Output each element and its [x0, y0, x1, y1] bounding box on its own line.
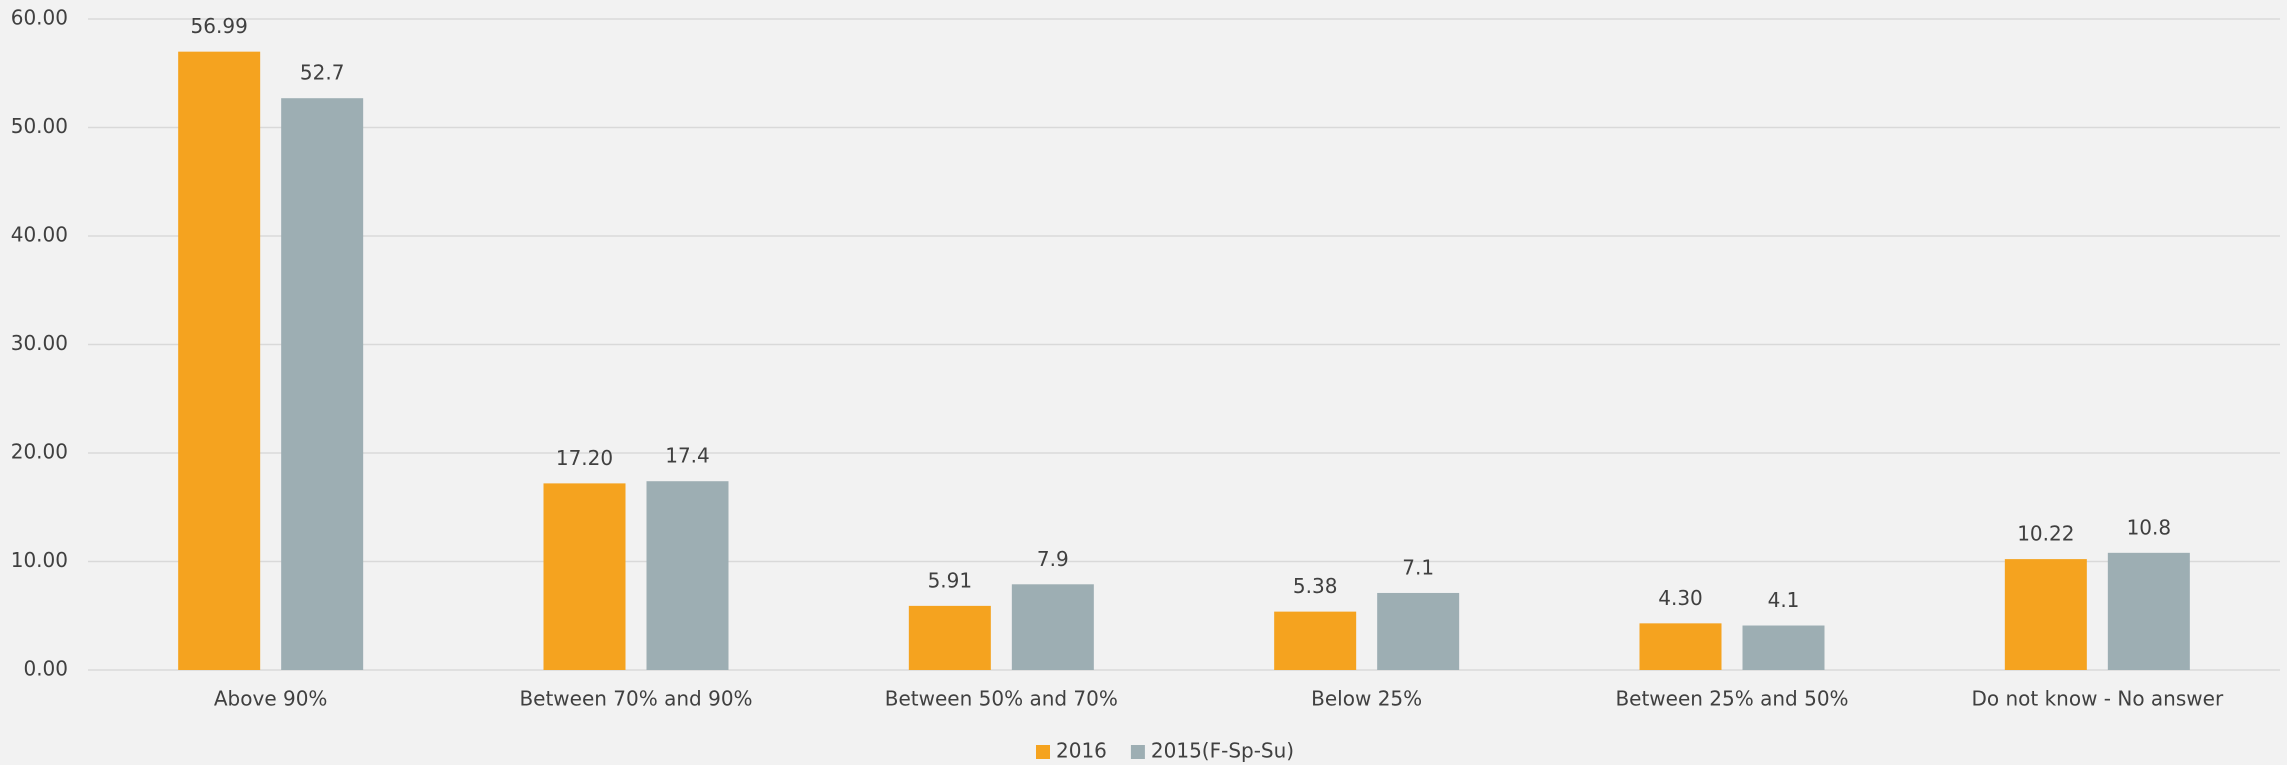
y-tick-label: 40.00	[11, 223, 68, 247]
data-label: 7.1	[1402, 555, 1434, 579]
data-label: 10.8	[2127, 515, 2172, 539]
x-tick-label: Below 25%	[1311, 687, 1422, 711]
bar	[2004, 559, 2087, 670]
x-tick-label: Above 90%	[214, 687, 328, 711]
y-tick-label: 60.00	[11, 6, 68, 30]
data-label: 5.38	[1293, 574, 1338, 598]
bar	[543, 483, 626, 670]
y-tick-label: 10.00	[11, 548, 68, 572]
bar	[2107, 552, 2190, 670]
bar	[1639, 623, 1722, 670]
legend-swatch	[1130, 745, 1145, 759]
y-tick-label: 30.00	[11, 331, 68, 355]
legend-label: 2016	[1056, 739, 1107, 763]
bar	[1377, 592, 1460, 670]
bar	[281, 98, 364, 670]
y-tick-label: 20.00	[11, 440, 68, 464]
y-tick-label: 50.00	[11, 114, 68, 138]
data-label: 4.30	[1658, 586, 1703, 610]
data-label: 17.4	[665, 444, 710, 468]
bar	[1011, 584, 1094, 670]
data-label: 52.7	[300, 61, 345, 85]
bar	[1274, 611, 1357, 670]
data-label: 56.99	[191, 14, 248, 38]
data-label: 5.91	[928, 568, 973, 592]
x-tick-label: Between 70% and 90%	[519, 687, 752, 711]
x-tick-label: Between 50% and 70%	[885, 687, 1118, 711]
legend-label: 2015(F-Sp-Su)	[1151, 739, 1294, 763]
data-label: 4.1	[1768, 588, 1800, 612]
bar	[178, 51, 261, 670]
bar	[646, 481, 729, 670]
bar	[908, 605, 991, 670]
data-label: 7.9	[1037, 547, 1069, 571]
data-label: 10.22	[2017, 522, 2074, 546]
x-tick-label: Do not know - No answer	[1971, 687, 2223, 711]
y-tick-label: 0.00	[23, 657, 68, 681]
legend-swatch	[1036, 745, 1050, 759]
data-label: 17.20	[556, 446, 613, 470]
x-tick-label: Between 25% and 50%	[1615, 687, 1848, 711]
bar	[1742, 625, 1825, 670]
